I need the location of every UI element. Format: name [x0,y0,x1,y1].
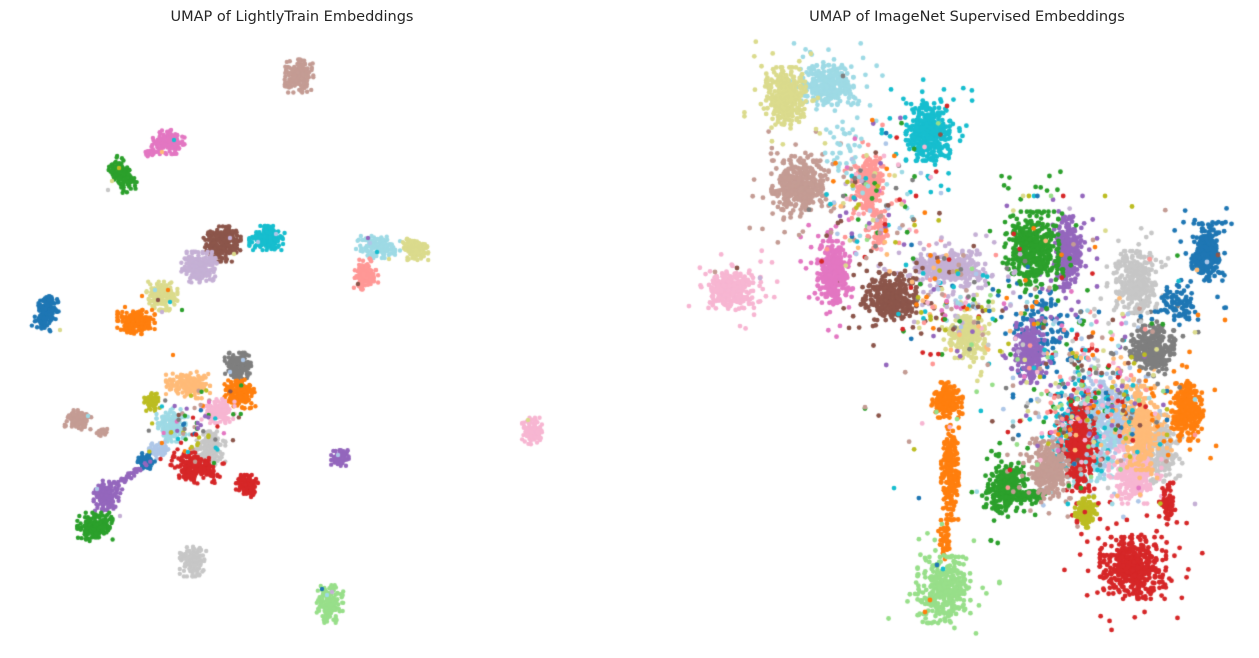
left-plot-title: UMAP of LightlyTrain Embeddings [170,9,414,25]
right-plot-title: UMAP of ImageNet Supervised Embeddings [809,9,1125,25]
umap-lightlytrain-scatter-plot [0,0,630,658]
umap-imagenet-supervised-scatter-plot [630,0,1259,658]
